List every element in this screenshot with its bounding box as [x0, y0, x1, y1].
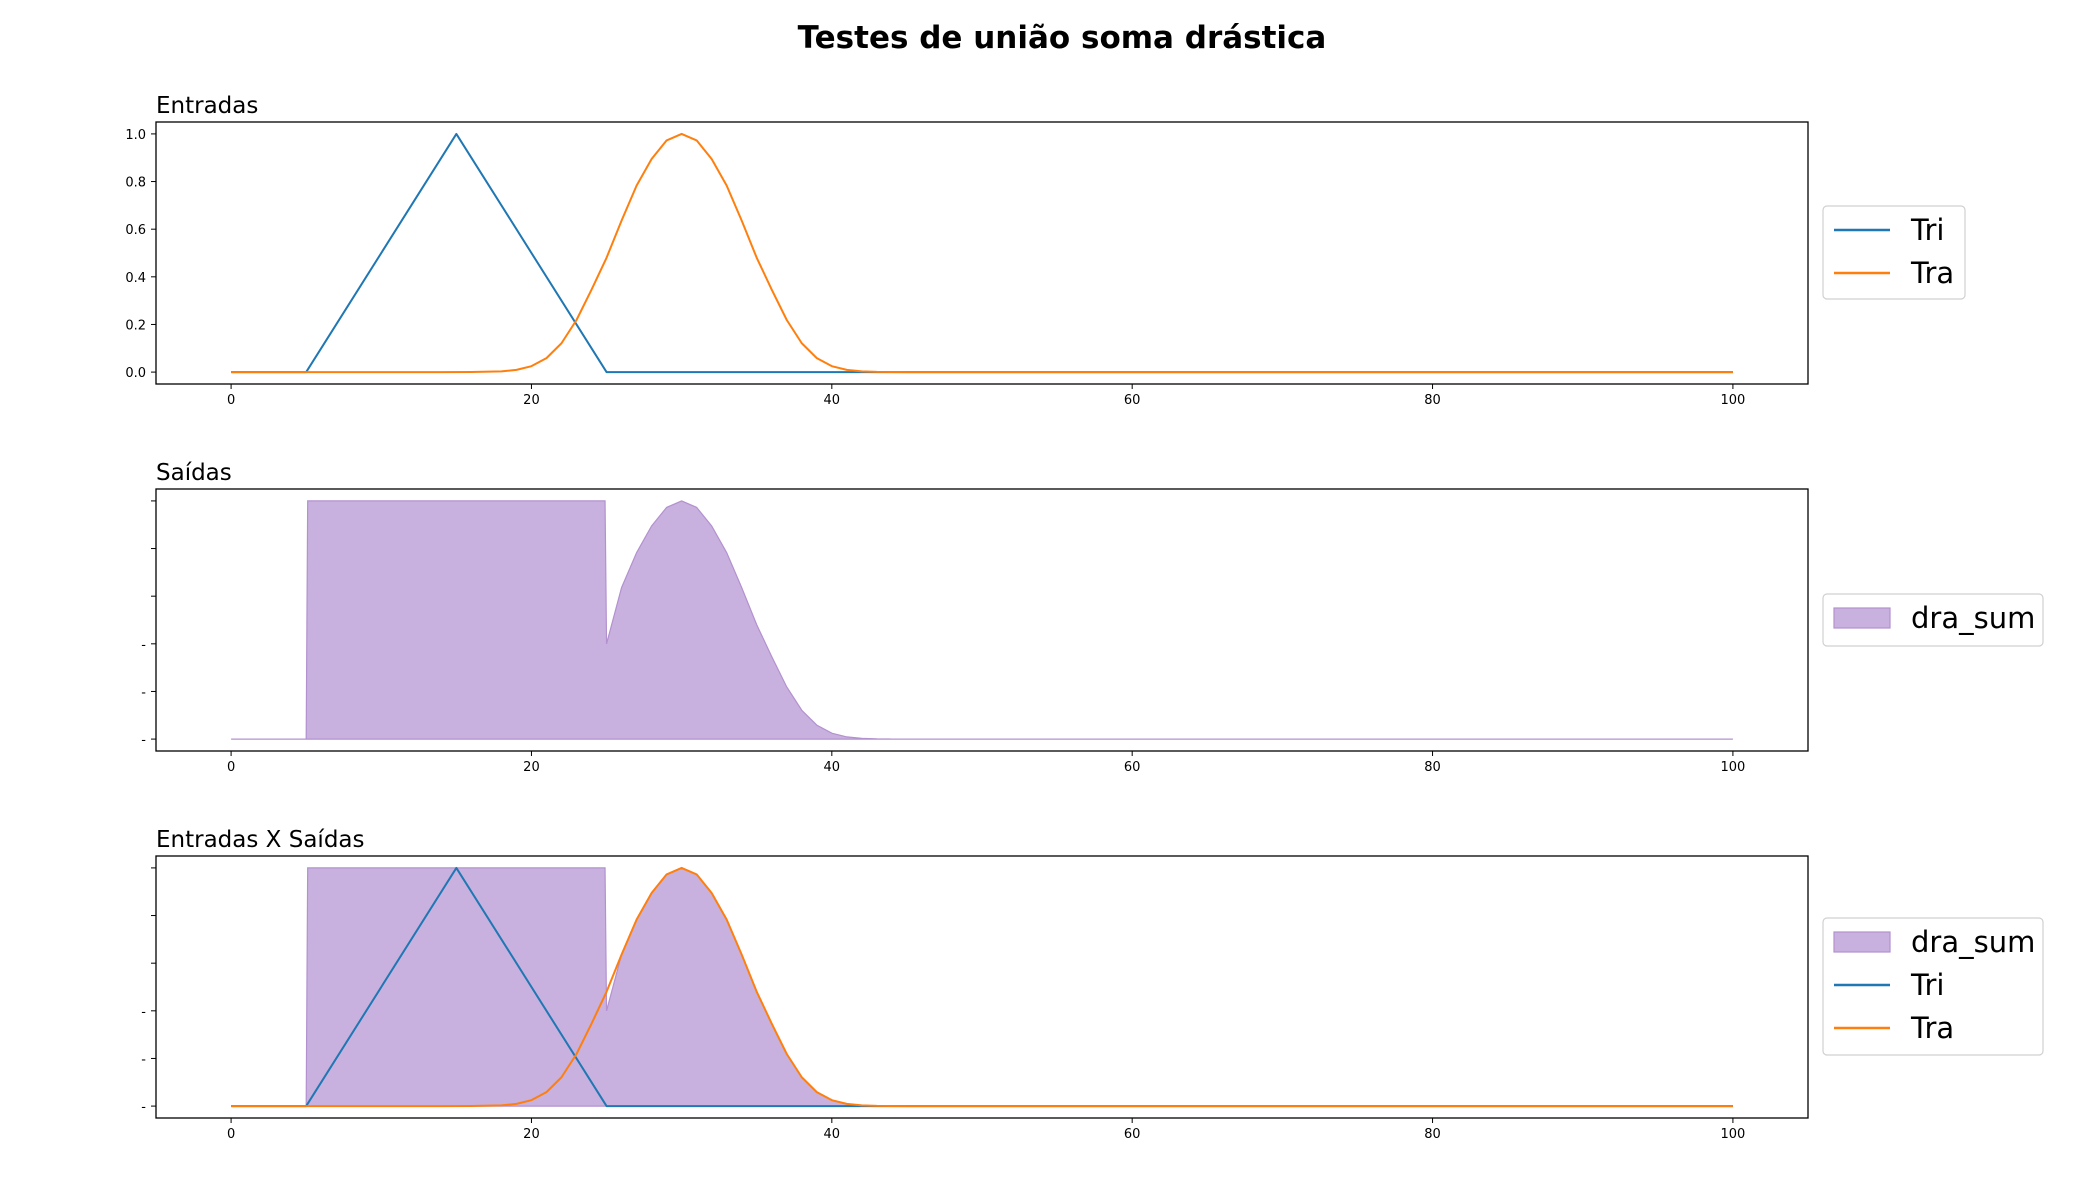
legend-label: Tri: [1910, 213, 1944, 247]
x-tick-label: 80: [1424, 760, 1441, 775]
panel-title-entradas: Entradas: [156, 93, 258, 119]
y-tick-label: -: [141, 1005, 146, 1020]
x-tick-label: 100: [1720, 760, 1745, 775]
legend-label: dra_sum: [1911, 601, 2035, 635]
plot-area: [231, 132, 1733, 374]
legend: dra_sum Tri Tra: [1822, 917, 2044, 1056]
legend-label: Tra: [1910, 256, 1954, 290]
y-tick-label: 0.0: [125, 366, 146, 381]
axes-frame: [155, 855, 1809, 1119]
legend-label: dra_sum: [1911, 925, 2035, 959]
series-area-dra_sum: [231, 500, 1733, 740]
y-tick-label: 0.8: [125, 176, 146, 191]
x-tick-label: 40: [824, 760, 841, 775]
x-tick-label: 100: [1720, 1127, 1745, 1142]
plot-area: [231, 866, 1733, 1108]
series-area-dra_sum: [231, 867, 1733, 1107]
y-tick-label: -: [141, 1052, 146, 1067]
y-tick-label: -: [141, 638, 146, 653]
legend-label: Tri: [1910, 968, 1944, 1002]
y-tick-label: 1.0: [125, 128, 146, 143]
legend-swatch-dra_sum: [1833, 607, 1891, 629]
x-tick-label: 80: [1424, 1127, 1441, 1142]
plot-area: [231, 500, 1733, 740]
x-tick-label: 60: [1124, 393, 1141, 408]
x-tick-label: 0: [227, 1127, 235, 1142]
x-tick-label: 20: [523, 393, 540, 408]
y-tick-label: -: [141, 1100, 146, 1115]
axes-frame: [155, 488, 1809, 752]
y-tick-label: 0.4: [125, 271, 146, 286]
panel-title-entradas-x-saidas: Entradas X Saídas: [156, 827, 365, 853]
x-tick-label: 100: [1720, 393, 1745, 408]
legend-box: [1822, 593, 2044, 647]
y-tick-label: 0.2: [125, 318, 146, 333]
series-line-tra: [231, 866, 1733, 1108]
legend: Tri Tra: [1822, 205, 1966, 300]
panel-entradas-x-saidas: Entradas X Saídas 0 20 40 60 80 100 - - - dra_sum…: [141, 827, 2044, 1142]
x-tick-label: 40: [824, 393, 841, 408]
x-tick-label: 0: [227, 393, 235, 408]
axes-frame: [155, 121, 1809, 385]
legend: dra_sum: [1822, 593, 2044, 647]
x-tick-label: 20: [523, 1127, 540, 1142]
panel-saidas: Saídas 0 20 40 60 80 100 - - - dra_sum: [141, 460, 2044, 775]
x-tick-label: 40: [824, 1127, 841, 1142]
x-tick-label: 20: [523, 760, 540, 775]
x-tick-label: 60: [1124, 1127, 1141, 1142]
figure-title: Testes de união soma drástica: [798, 20, 1327, 56]
y-tick-label: 0.6: [125, 223, 146, 238]
x-tick-label: 0: [227, 760, 235, 775]
legend-label: Tra: [1910, 1011, 1954, 1045]
legend-swatch-dra_sum: [1833, 931, 1891, 953]
y-tick-label: -: [141, 685, 146, 700]
y-tick-label: -: [141, 733, 146, 748]
series-line-tri: [231, 132, 1733, 374]
panel-title-saidas: Saídas: [156, 460, 232, 486]
panel-entradas: Entradas 0 20 40 60 80 100 0.0 0.2 0.4 0.6 0.8 1.0 T…: [125, 93, 1966, 408]
x-tick-label: 60: [1124, 760, 1141, 775]
x-tick-label: 80: [1424, 393, 1441, 408]
series-line-tra: [231, 132, 1733, 374]
